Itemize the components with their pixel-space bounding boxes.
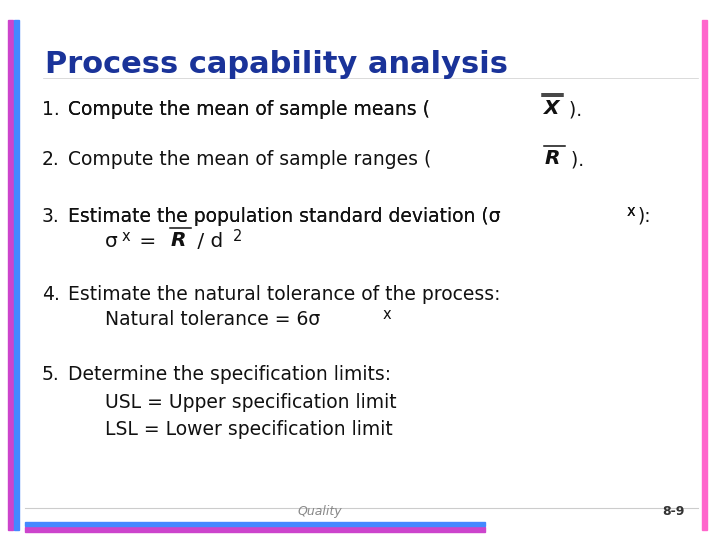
- Bar: [14, 20, 19, 530]
- Text: Determine the specification limits:: Determine the specification limits:: [68, 365, 391, 384]
- Text: Compute the mean of sample means (: Compute the mean of sample means (: [68, 100, 436, 119]
- Text: Compute the mean of sample ranges (: Compute the mean of sample ranges (: [68, 150, 437, 169]
- Text: x: x: [626, 204, 635, 219]
- Bar: [8, 20, 13, 530]
- Text: X: X: [543, 99, 558, 118]
- Text: 2.: 2.: [42, 150, 60, 169]
- Text: Natural tolerance = 6σ: Natural tolerance = 6σ: [105, 310, 320, 329]
- Text: σ: σ: [105, 232, 118, 251]
- Text: Quality: Quality: [297, 505, 342, 518]
- Text: USL = Upper specification limit: USL = Upper specification limit: [105, 393, 397, 412]
- Text: 4.: 4.: [42, 285, 60, 304]
- Text: ):: ):: [637, 207, 651, 226]
- Text: ).: ).: [563, 100, 582, 119]
- Text: x: x: [383, 307, 392, 322]
- Text: 5.: 5.: [42, 365, 60, 384]
- Text: Process capability analysis: Process capability analysis: [45, 50, 508, 79]
- Text: R: R: [544, 149, 560, 168]
- Text: R: R: [171, 231, 186, 250]
- Text: x: x: [122, 229, 130, 244]
- Text: LSL = Lower specification limit: LSL = Lower specification limit: [105, 420, 392, 439]
- Text: Estimate the population standard deviation (σ: Estimate the population standard deviati…: [68, 207, 500, 226]
- Text: Compute the mean of sample means (: Compute the mean of sample means (: [68, 100, 436, 119]
- Bar: [702, 20, 707, 530]
- Text: =: =: [132, 232, 162, 251]
- Text: 8-9: 8-9: [662, 505, 685, 518]
- Bar: [25, 527, 485, 532]
- Text: Estimate the natural tolerance of the process:: Estimate the natural tolerance of the pr…: [68, 285, 500, 304]
- Text: ).: ).: [564, 150, 584, 169]
- Text: x: x: [626, 204, 635, 219]
- Text: 3.: 3.: [42, 207, 60, 226]
- Text: Estimate the population standard deviation (σ: Estimate the population standard deviati…: [68, 207, 500, 226]
- Text: / d: / d: [191, 232, 223, 251]
- Text: 2: 2: [233, 229, 242, 244]
- Bar: [25, 522, 485, 526]
- Text: 1.: 1.: [42, 100, 60, 119]
